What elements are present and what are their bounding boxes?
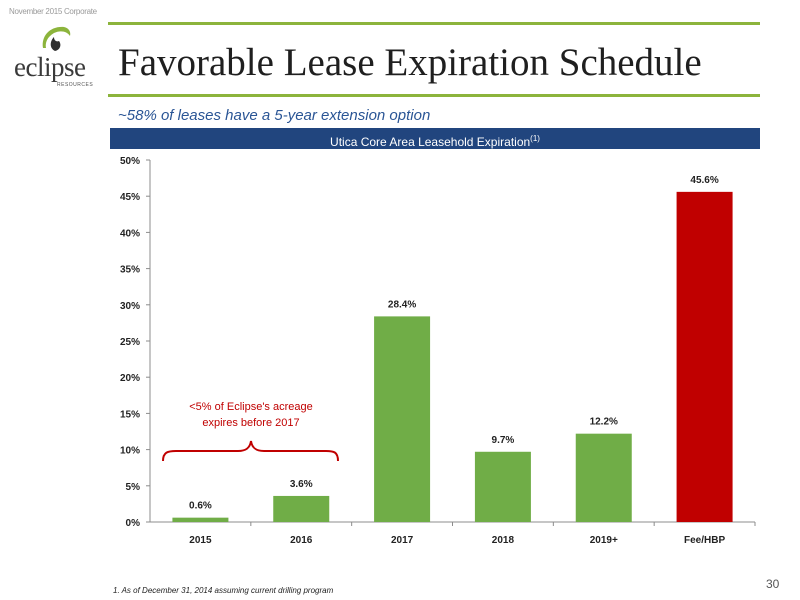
bar-value-label: 45.6% (690, 175, 718, 186)
annotation-line-2: expires before 2017 (202, 417, 299, 429)
page-title: Favorable Lease Expiration Schedule (118, 41, 702, 84)
bar-value-label: 0.6% (189, 501, 212, 512)
bar-value-label: 3.6% (290, 479, 313, 490)
y-tick-label: 5% (126, 482, 141, 493)
y-tick-label: 50% (120, 156, 140, 167)
footnote: 1. As of December 31, 2014 assuming curr… (113, 586, 334, 595)
y-tick-label: 25% (120, 337, 140, 348)
logo-subtext: RESOURCES (57, 82, 94, 88)
bar-value-label: 12.2% (590, 417, 618, 428)
chart-title-band: Utica Core Area Leasehold Expiration(1) (110, 128, 760, 149)
title-rule-bottom (108, 94, 760, 97)
x-tick-label: Fee/HBP (684, 535, 725, 546)
y-tick-label: 20% (120, 373, 140, 384)
page-number: 30 (766, 577, 780, 591)
x-tick-label: 2018 (492, 535, 515, 546)
y-tick-label: 0% (126, 518, 141, 529)
chart-axes: 0% 5% 10% 15% 20% 25% 30% 35% 40% 45% 50% 2015 2016 2… (120, 156, 756, 546)
logo-wordmark: eclipse (14, 52, 86, 82)
chart-title: Utica Core Area Leasehold Expiration (330, 135, 531, 149)
flame-icon (42, 26, 71, 51)
company-logo: eclipse RESOURCES (14, 22, 104, 88)
y-tick-label: 35% (120, 265, 140, 276)
bar-value-label: 28.4% (388, 299, 416, 310)
subtitle: ~58% of leases have a 5-year extension o… (118, 107, 431, 124)
annotation-line-1: <5% of Eclipse's acreage (189, 401, 312, 413)
chart-bars: 0.6% 3.6% 28.4% 9.7% 12.2% 45.6% (172, 175, 733, 522)
y-tick-label: 15% (120, 409, 140, 420)
bar-2015 (172, 517, 229, 522)
y-tick-label: 10% (120, 446, 140, 457)
bar-2018 (474, 451, 531, 522)
annotation-brace (162, 440, 339, 462)
bar-2017 (374, 316, 431, 522)
bar-feehbp (676, 191, 733, 522)
x-tick-label: 2019+ (590, 535, 618, 546)
bar-value-label: 9.7% (492, 435, 515, 446)
chart-title-footnote-marker: (1) (530, 134, 540, 143)
y-tick-label: 40% (120, 228, 140, 239)
y-tick-label: 30% (120, 301, 140, 312)
y-tick-label: 45% (120, 192, 140, 203)
header-note: November 2015 Corporate (9, 7, 97, 16)
x-tick-label: 2015 (189, 535, 212, 546)
chart-annotation: <5% of Eclipse's acreage expires before … (162, 401, 339, 462)
bar-2019 (575, 433, 632, 522)
title-rule-top (108, 22, 760, 25)
x-tick-label: 2016 (290, 535, 313, 546)
x-tick-label: 2017 (391, 535, 414, 546)
bar-2016 (273, 495, 330, 522)
